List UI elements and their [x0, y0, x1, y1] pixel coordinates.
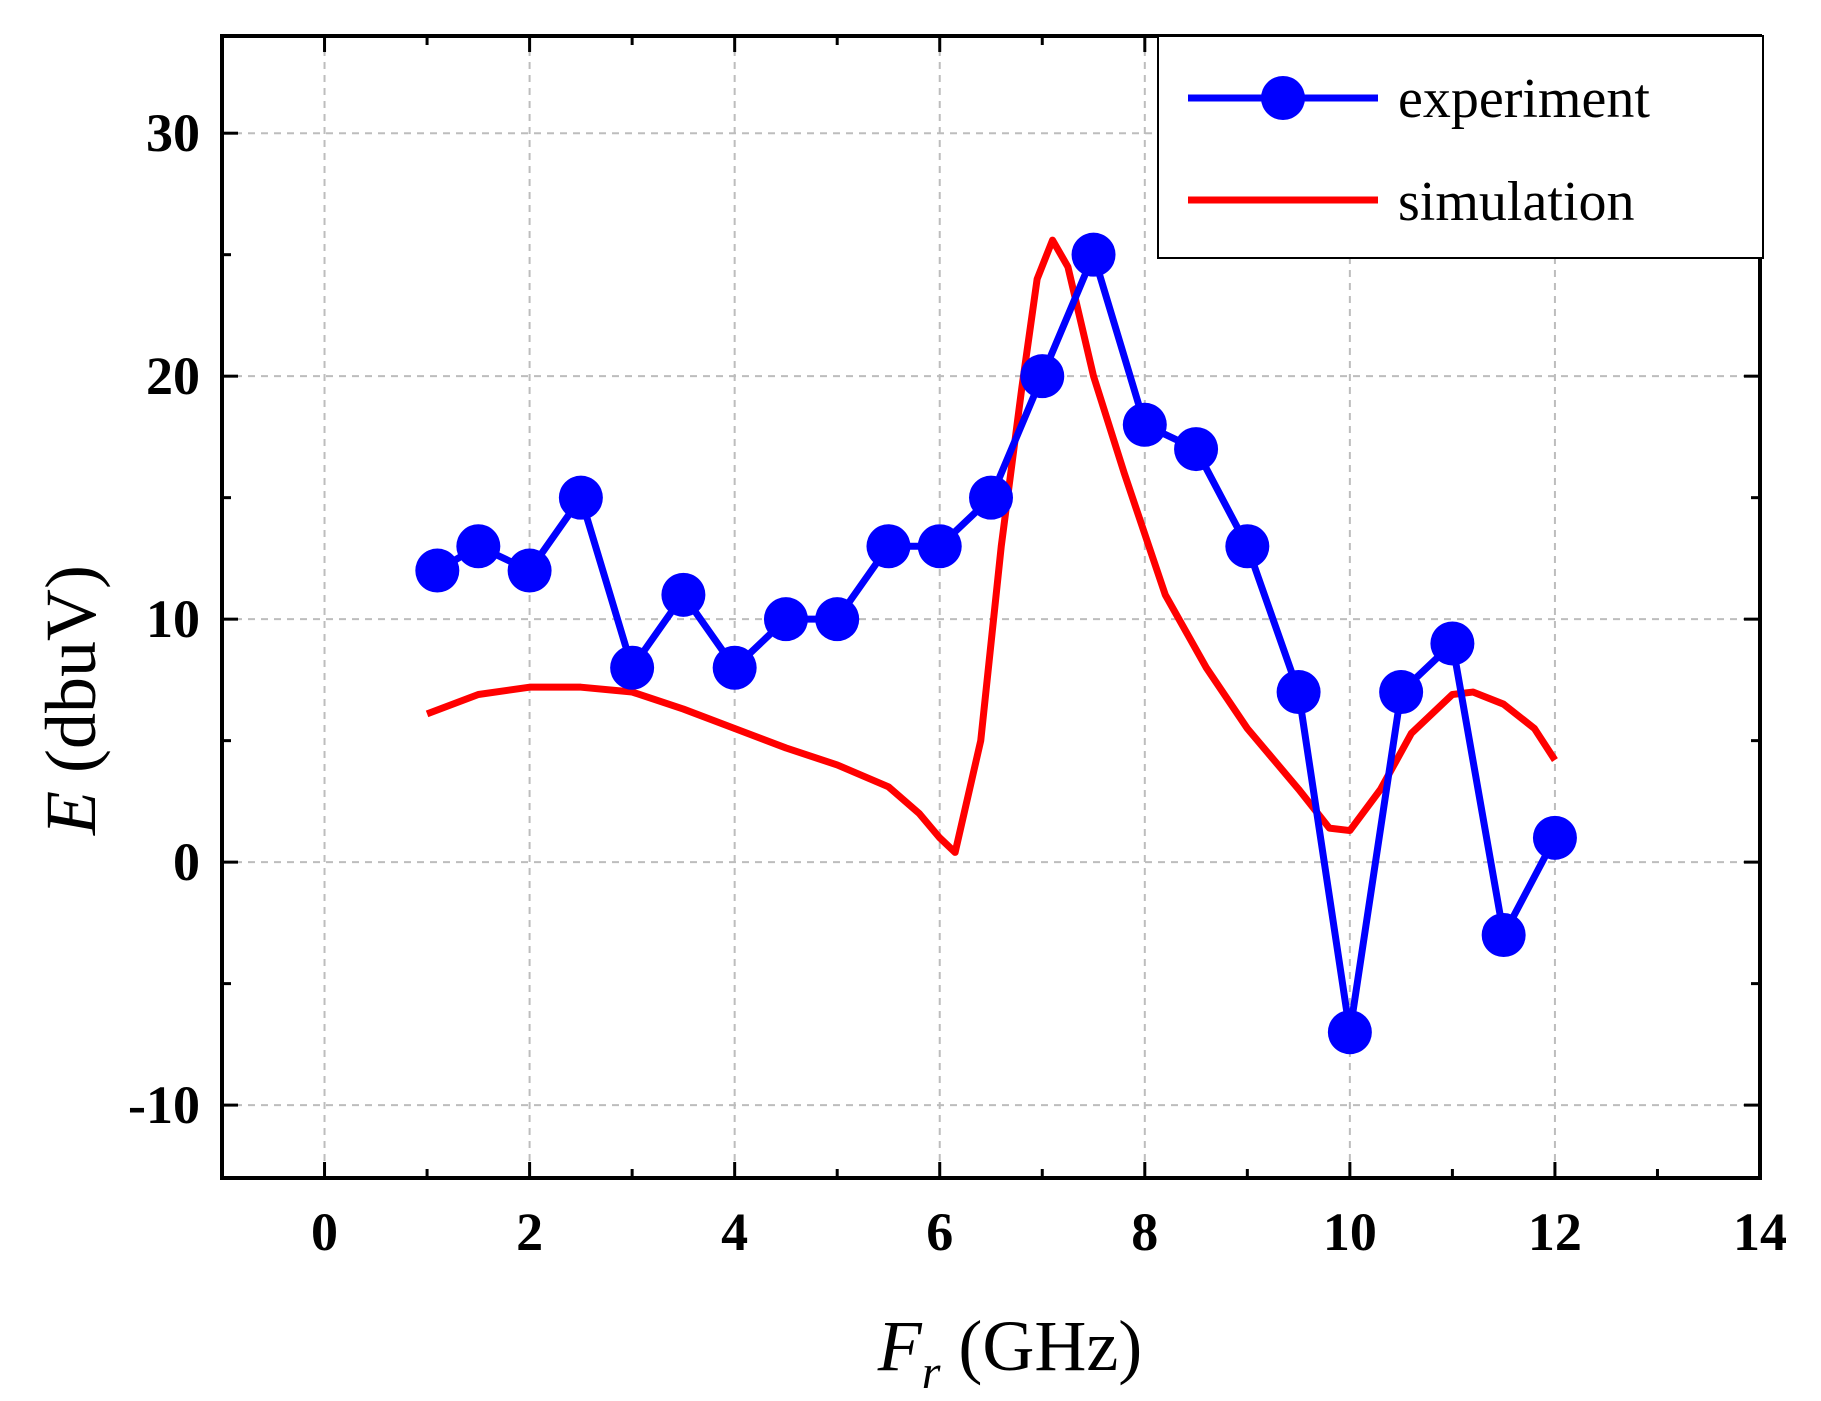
series-line-experiment	[435, 251, 1559, 1036]
y-tick-label: 0	[173, 832, 200, 892]
x-axis-unit: (GHz)	[940, 1306, 1142, 1386]
plot-frame	[220, 34, 1762, 1180]
x-axis-title: Fr (GHz)	[877, 1306, 1143, 1399]
x-tick-label: 10	[1323, 1202, 1377, 1262]
data-point-experiment	[1430, 621, 1475, 666]
x-tick-label: 4	[721, 1202, 748, 1262]
data-point-experiment	[1276, 670, 1321, 715]
x-tick-label: 12	[1528, 1202, 1582, 1262]
x-tick-label: 14	[1733, 1202, 1787, 1262]
legend: experiment simulation	[1157, 35, 1764, 259]
y-tick-label: -10	[128, 1075, 200, 1135]
legend-label-simulation: simulation	[1398, 171, 1634, 233]
data-point-experiment	[1225, 524, 1270, 569]
tick-labels: 0 2 4 6 8 10 12 14 -10 0 10 20 30	[128, 103, 1787, 1262]
ticks	[222, 36, 1762, 1178]
data-point-experiment	[1379, 670, 1424, 715]
x-tick-label: 0	[311, 1202, 338, 1262]
series-line-simulation	[425, 236, 1558, 856]
x-axis-symbol: F	[877, 1306, 923, 1386]
data-point-experiment	[815, 597, 860, 642]
data-point-experiment	[1532, 815, 1577, 860]
legend-box	[1157, 35, 1764, 259]
data-point-experiment	[610, 645, 655, 690]
data-point-experiment	[507, 548, 552, 593]
data-point-experiment	[1020, 354, 1065, 399]
x-tick-label: 6	[926, 1202, 953, 1262]
data-point-experiment	[1122, 402, 1167, 447]
data-point-experiment	[712, 645, 757, 690]
y-tick-label: 10	[146, 589, 200, 649]
x-tick-label: 8	[1131, 1202, 1158, 1262]
data-point-experiment	[1481, 913, 1526, 958]
data-point-experiment	[1174, 427, 1219, 472]
data-point-experiment	[917, 524, 962, 569]
data-point-experiment	[456, 524, 501, 569]
legend-marker-experiment	[1261, 76, 1305, 120]
y-tick-label: 30	[146, 103, 200, 163]
data-point-experiment	[969, 475, 1013, 520]
y-axis-symbol: E	[31, 791, 111, 836]
x-axis-subscript: r	[922, 1346, 941, 1399]
legend-label-experiment: experiment	[1398, 68, 1650, 130]
data-point-experiment	[1327, 1010, 1372, 1055]
data-point-experiment	[763, 597, 808, 642]
data-point-experiment	[661, 572, 706, 617]
series-layer	[415, 232, 1577, 1055]
data-point-experiment	[558, 475, 603, 520]
data-point-experiment	[866, 524, 911, 569]
y-axis-title: E (dbuV)	[31, 565, 111, 836]
data-point-experiment	[415, 548, 460, 593]
x-tick-label: 2	[516, 1202, 543, 1262]
data-point-experiment	[1071, 232, 1116, 277]
y-axis-unit: (dbuV)	[31, 565, 111, 791]
y-tick-label: 20	[146, 346, 200, 406]
